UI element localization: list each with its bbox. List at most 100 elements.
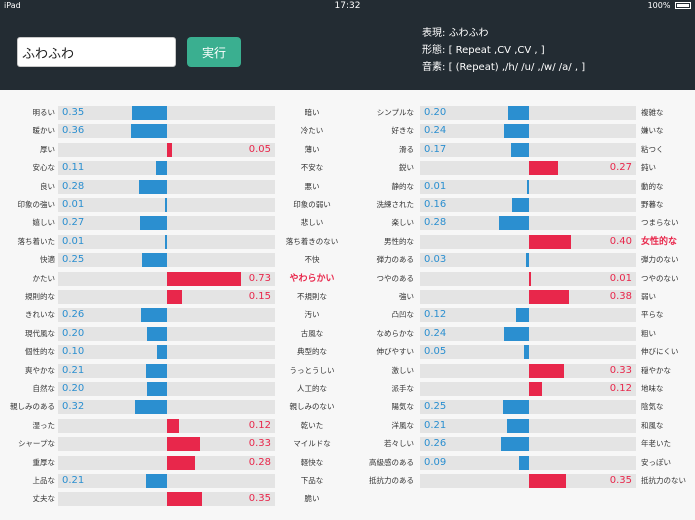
scale-value: 0.25 bbox=[62, 254, 85, 266]
scale-track: 0.20 bbox=[58, 326, 275, 341]
scale-track: 0.73 bbox=[58, 271, 275, 286]
scale-left-label: 暖かい bbox=[32, 126, 56, 136]
scale-row: 規則的な 0.15 不規則な bbox=[0, 288, 695, 306]
info-label: 表現: bbox=[422, 28, 446, 39]
scale-left-label: 規則的な bbox=[25, 292, 55, 301]
scale-bar bbox=[527, 179, 529, 194]
scale-track: 0.21 bbox=[420, 418, 636, 433]
scale-track: 0.25 bbox=[58, 253, 275, 268]
scale-left-label: 快適 bbox=[40, 255, 55, 265]
scale-left-label: 好きな bbox=[391, 126, 415, 136]
scale-right-label: 女性的な bbox=[641, 236, 678, 247]
scale-bar bbox=[519, 455, 529, 470]
scale-left-label: きれいな bbox=[25, 310, 55, 320]
scale-right-label: 印象の弱い bbox=[293, 200, 331, 209]
scale-bar bbox=[529, 271, 531, 286]
scale-right-label: 悲しい bbox=[300, 218, 324, 228]
scale-right-label: 汚い bbox=[304, 310, 320, 320]
scale-value: 0.26 bbox=[424, 438, 447, 450]
scale-bar bbox=[529, 474, 567, 488]
scale-bar bbox=[167, 142, 173, 157]
scale-row: きれいな 0.26 汚い bbox=[0, 306, 695, 324]
scale-track: 0.35 bbox=[58, 106, 275, 120]
scale-value: 0.20 bbox=[62, 327, 85, 339]
scale-left-label: 爽やかな bbox=[25, 365, 55, 375]
scale-left-label: 親しみのある bbox=[10, 402, 55, 412]
scale-right-label: 乾いた bbox=[300, 420, 324, 430]
scale-row: なめらかな 0.24 粗い bbox=[0, 325, 695, 343]
scale-value: 0.28 bbox=[62, 180, 85, 192]
battery-icon bbox=[675, 2, 691, 9]
scale-track: 0.01 bbox=[58, 234, 275, 249]
scale-row: 弾力のある 0.03 弾力のない bbox=[0, 251, 695, 269]
scale-row: シンプルな 0.20 複雑な bbox=[0, 104, 695, 122]
scale-track: 0.33 bbox=[420, 363, 636, 378]
scale-track: 0.26 bbox=[58, 308, 275, 323]
scale-left-label: 洋風な bbox=[391, 420, 415, 430]
scale-results: 明るい 0.35 暗い 暖かい 0.36 冷たい 厚い 0.05 薄い 安心な 0.11 不安な 良い 0… bbox=[0, 90, 695, 520]
scale-left-label: 強い bbox=[399, 292, 414, 301]
scale-left-label: 伸びやすい bbox=[376, 347, 415, 357]
scale-value: 0.17 bbox=[424, 143, 447, 155]
scale-right-label: 不規則な bbox=[297, 292, 327, 301]
scale-value: 0.26 bbox=[62, 309, 85, 321]
scale-row: 抵抗力のある 0.35 抵抗力のない bbox=[0, 472, 695, 490]
scale-left-label: 洗練された bbox=[376, 200, 415, 209]
scale-left-label: 重厚な bbox=[32, 457, 56, 467]
scale-bar bbox=[156, 345, 167, 360]
scale-right-label: 暗い bbox=[304, 108, 320, 117]
scale-value: 0.28 bbox=[424, 217, 447, 229]
scale-value: 0.16 bbox=[424, 199, 447, 210]
scale-row: 個性的な 0.10 典型的な bbox=[0, 343, 695, 361]
device-label: iPad bbox=[4, 1, 21, 10]
info-expression: 表現: ふわふわ bbox=[422, 25, 585, 42]
scale-value: 0.01 bbox=[424, 180, 447, 192]
scale-value: 0.28 bbox=[248, 456, 271, 468]
scale-value: 0.25 bbox=[424, 401, 447, 413]
scale-left-label: 個性的な bbox=[25, 347, 55, 357]
scale-right-label: やわらかい bbox=[289, 273, 335, 284]
scale-right-label: 悪い bbox=[304, 181, 320, 191]
scale-left-label: 高級感のある bbox=[369, 457, 414, 467]
scale-left-label: 鋭い bbox=[399, 163, 414, 173]
scale-row: 良い 0.28 悪い bbox=[0, 178, 695, 196]
scale-track: 0.03 bbox=[420, 253, 636, 268]
scale-right-label: 複雑な bbox=[641, 108, 664, 117]
scale-right-label: 弾力のない bbox=[641, 255, 679, 265]
scale-value: 0.20 bbox=[424, 107, 447, 118]
scale-value: 0.01 bbox=[62, 199, 85, 210]
scale-bar bbox=[167, 455, 196, 470]
scale-bar bbox=[140, 308, 167, 323]
scale-bar bbox=[529, 382, 542, 396]
scale-track: 0.32 bbox=[58, 400, 275, 415]
scale-right-label: 粘つく bbox=[641, 144, 664, 154]
scale-left-label: かたい bbox=[32, 273, 56, 283]
scale-right-label: 抵抗力のない bbox=[641, 476, 686, 485]
scale-left-label: 静的な bbox=[391, 181, 415, 191]
scale-bar bbox=[516, 308, 529, 323]
scale-row: 好きな 0.24 嫌いな bbox=[0, 122, 695, 140]
scale-bar bbox=[145, 363, 167, 378]
scale-bar bbox=[512, 198, 529, 212]
scale-left-label: 落ち着いた bbox=[17, 236, 56, 246]
scale-bar bbox=[145, 474, 167, 488]
scale-row: 親しみのある 0.32 親しみのない bbox=[0, 398, 695, 416]
battery-indicator: 100% bbox=[648, 1, 691, 10]
scale-bar bbox=[503, 124, 529, 139]
scale-value: 0.11 bbox=[62, 162, 85, 174]
scale-bar bbox=[167, 418, 180, 433]
scale-track: 0.20 bbox=[58, 382, 275, 396]
scale-right-label: つまらない bbox=[641, 218, 679, 228]
scale-bar bbox=[146, 382, 167, 396]
scale-row: 楽しい 0.28 つまらない bbox=[0, 214, 695, 232]
expression-input[interactable] bbox=[17, 37, 176, 67]
scale-left-label: 自然な bbox=[32, 384, 56, 393]
scale-track: 0.21 bbox=[58, 363, 275, 378]
scale-left-label: 現代風な bbox=[25, 328, 55, 338]
scale-value: 0.33 bbox=[609, 364, 632, 376]
scale-left-label: 凸凹な bbox=[391, 310, 415, 320]
scale-bar bbox=[130, 124, 167, 139]
scale-bar bbox=[499, 216, 529, 231]
run-button[interactable]: 実行 bbox=[187, 37, 241, 67]
scale-right-label: 安っぽい bbox=[641, 457, 671, 467]
